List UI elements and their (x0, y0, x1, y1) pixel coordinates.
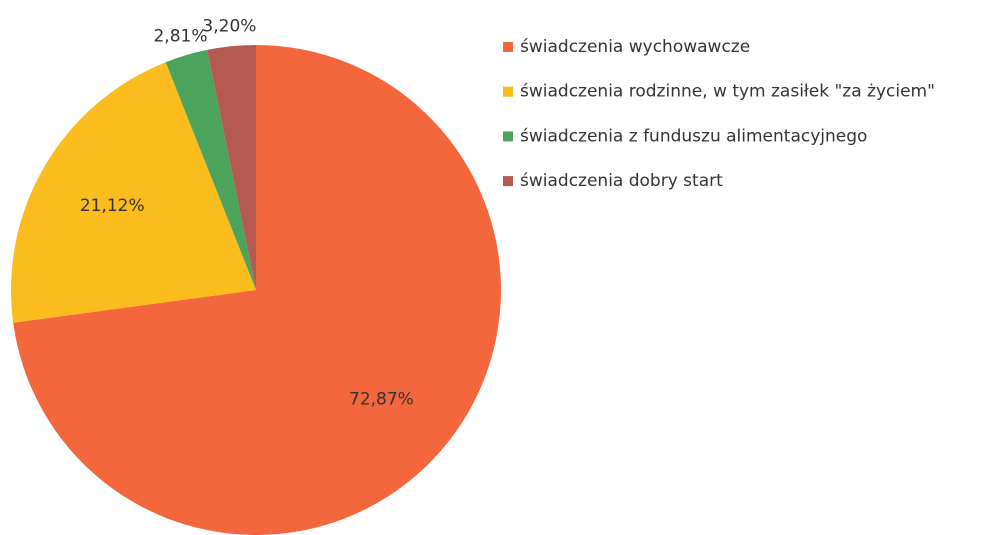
legend-label: świadczenia dobry start (520, 171, 723, 191)
legend-swatch (503, 176, 513, 187)
data-label: 3,20% (202, 17, 256, 37)
pie-slice (165, 49, 256, 290)
legend-label: świadczenia z funduszu alimentacyjnego (520, 126, 867, 146)
legend-label: świadczenia rodzinne, w tym zasiłek "za … (520, 82, 935, 102)
legend-label: świadczenia wychowawcze (520, 37, 750, 57)
pie-slice (13, 45, 501, 535)
data-label: 21,12% (80, 196, 145, 216)
pie-slice (207, 45, 256, 290)
legend-swatch (503, 42, 513, 52)
data-label: 72,87% (349, 390, 414, 410)
pie-slice (11, 62, 256, 323)
legend-swatch (503, 131, 513, 142)
legend-swatch (503, 86, 513, 97)
data-label: 2,81% (153, 26, 207, 46)
